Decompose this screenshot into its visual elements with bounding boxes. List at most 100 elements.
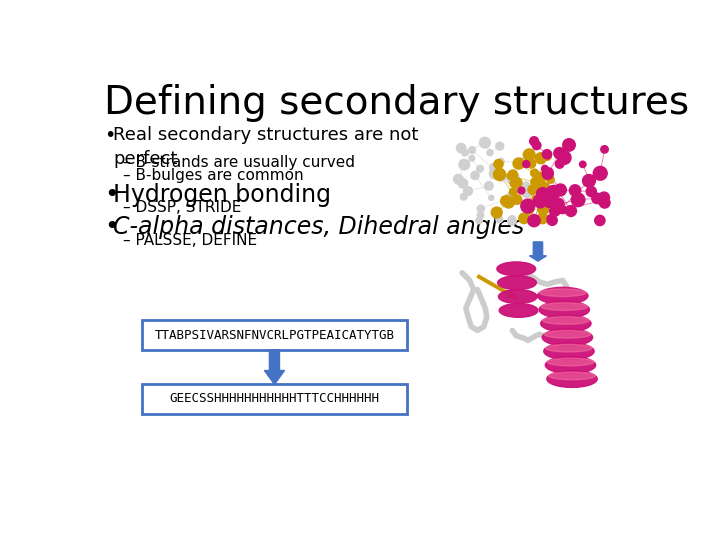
Circle shape [508,217,516,225]
Circle shape [554,184,567,196]
Text: – B-bulges are common: – B-bulges are common [122,168,303,183]
Circle shape [493,168,505,180]
Circle shape [496,216,503,222]
Circle shape [477,212,484,218]
Circle shape [546,176,554,183]
Text: – PALSSE, DEFINE: – PALSSE, DEFINE [122,233,256,248]
Ellipse shape [543,316,589,325]
Ellipse shape [498,289,537,303]
Ellipse shape [541,303,588,310]
Circle shape [570,185,581,196]
Circle shape [546,186,560,199]
Circle shape [516,183,523,192]
Circle shape [538,204,549,215]
Circle shape [557,151,571,164]
Polygon shape [529,242,546,261]
Circle shape [508,178,513,184]
Circle shape [537,213,548,224]
Circle shape [547,214,555,222]
Circle shape [543,152,552,160]
Circle shape [477,165,484,172]
Ellipse shape [542,329,593,346]
Circle shape [518,187,525,194]
Circle shape [554,147,565,159]
Circle shape [528,185,537,194]
Circle shape [454,174,463,184]
Circle shape [555,160,564,168]
Ellipse shape [538,287,588,304]
Ellipse shape [544,330,590,338]
Circle shape [491,169,497,175]
Text: •: • [104,183,119,207]
Circle shape [541,165,548,172]
Circle shape [563,139,575,151]
Ellipse shape [539,301,590,318]
Ellipse shape [544,343,594,360]
Circle shape [535,180,545,190]
Text: •: • [104,126,115,145]
Polygon shape [476,274,521,301]
Circle shape [485,181,493,190]
FancyBboxPatch shape [142,383,407,414]
Circle shape [519,213,529,224]
Circle shape [460,193,467,200]
Circle shape [509,173,519,184]
Circle shape [530,137,539,146]
Circle shape [521,199,535,213]
Ellipse shape [539,289,586,296]
Text: TTABPSIVARSNFNVCRLPGTPEAICATYTGB: TTABPSIVARSNFNVCRLPGTPEAICATYTGB [155,328,395,342]
Circle shape [524,204,534,214]
Circle shape [536,172,546,183]
Ellipse shape [545,356,595,374]
Circle shape [459,159,469,170]
Circle shape [595,215,605,226]
Circle shape [489,195,494,200]
Circle shape [532,195,539,202]
Ellipse shape [547,370,597,387]
Circle shape [539,183,549,192]
Circle shape [534,195,543,205]
Circle shape [544,168,553,177]
Circle shape [510,179,518,187]
Circle shape [471,171,479,179]
Circle shape [523,182,530,188]
Circle shape [480,137,490,148]
Circle shape [559,207,565,214]
Circle shape [476,217,482,224]
Ellipse shape [499,303,538,318]
Circle shape [456,144,466,153]
Circle shape [552,198,564,211]
Circle shape [565,206,577,217]
Text: Defining secondary structures: Defining secondary structures [104,84,689,122]
Ellipse shape [541,315,591,332]
Ellipse shape [497,262,536,276]
Circle shape [477,205,485,212]
Circle shape [599,198,610,208]
Circle shape [571,193,585,207]
Ellipse shape [549,372,595,380]
Circle shape [462,150,467,156]
Circle shape [464,150,469,155]
Circle shape [586,186,596,197]
Circle shape [542,150,552,159]
Circle shape [512,195,522,204]
FancyBboxPatch shape [142,320,407,350]
Ellipse shape [546,345,593,352]
Circle shape [593,166,607,180]
Circle shape [469,156,474,161]
Circle shape [503,197,514,208]
Text: – B-strands are usually curved: – B-strands are usually curved [122,155,354,170]
Circle shape [536,188,549,200]
Circle shape [535,197,546,208]
Ellipse shape [547,358,594,366]
Ellipse shape [498,276,536,289]
Circle shape [508,170,518,180]
Circle shape [523,160,530,167]
Circle shape [598,192,609,203]
Circle shape [526,159,536,168]
Text: Real secondary structures are not
perfect: Real secondary structures are not perfec… [113,126,418,168]
Text: •: • [104,215,119,239]
Circle shape [505,193,516,202]
Circle shape [512,178,522,188]
Circle shape [600,146,608,153]
